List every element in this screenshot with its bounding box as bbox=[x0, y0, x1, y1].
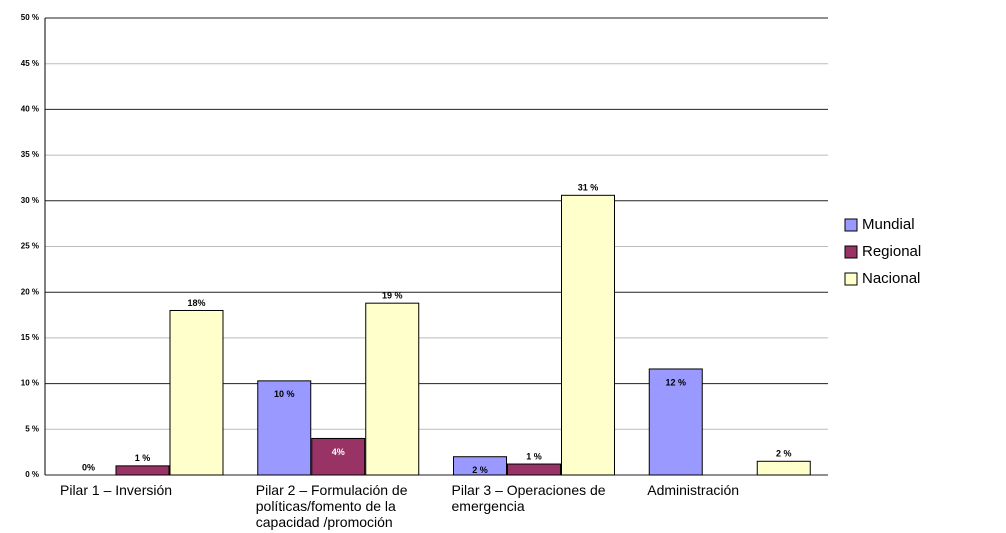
bar bbox=[365, 302, 420, 476]
data-label: 1 % bbox=[526, 451, 542, 461]
y-tick-label: 35 % bbox=[21, 150, 39, 159]
bar bbox=[648, 368, 703, 476]
bar bbox=[169, 309, 224, 476]
y-tick-label: 40 % bbox=[21, 105, 39, 114]
bar bbox=[115, 465, 170, 476]
y-tick-label: 30 % bbox=[21, 196, 39, 205]
y-tick-label: 5 % bbox=[25, 424, 39, 433]
x-tick-label: Pilar 3 – Operaciones de emergencia bbox=[451, 482, 606, 514]
legend-label: Regional bbox=[862, 243, 921, 260]
y-tick-label: 0 % bbox=[25, 470, 39, 479]
data-label: 19 % bbox=[382, 291, 403, 301]
data-label: 18% bbox=[187, 298, 205, 308]
y-tick-label: 25 % bbox=[21, 242, 39, 251]
y-tick-label: 45 % bbox=[21, 59, 39, 68]
data-label: 31 % bbox=[578, 183, 599, 193]
legend-swatch bbox=[844, 245, 858, 259]
x-tick-label: Pilar 2 – Formulación de políticas/fomen… bbox=[255, 482, 408, 530]
bar bbox=[756, 460, 811, 476]
data-label: 1 % bbox=[135, 453, 151, 463]
data-label: 12 % bbox=[665, 377, 686, 387]
data-label: 2 % bbox=[472, 465, 488, 475]
data-label: 2 % bbox=[776, 449, 792, 459]
legend-label: Mundial bbox=[862, 216, 915, 233]
y-tick-label: 10 % bbox=[21, 379, 39, 388]
bar bbox=[453, 456, 507, 476]
bar bbox=[561, 194, 615, 476]
data-label: 4% bbox=[332, 447, 345, 457]
y-tick-label: 20 % bbox=[21, 287, 39, 296]
y-tick-label: 50 % bbox=[21, 13, 39, 22]
legend-swatch bbox=[844, 218, 858, 232]
x-tick-label: Pilar 1 – Inversión bbox=[60, 482, 173, 498]
y-tick-label: 15 % bbox=[21, 333, 39, 342]
legend-swatch bbox=[844, 272, 858, 286]
data-label: 10 % bbox=[274, 389, 295, 399]
bar bbox=[257, 380, 312, 476]
x-tick-label: Administración bbox=[647, 482, 740, 498]
bar bbox=[311, 437, 366, 476]
bar bbox=[507, 463, 561, 476]
data-label: 0% bbox=[82, 462, 95, 472]
legend-label: Nacional bbox=[862, 270, 920, 287]
